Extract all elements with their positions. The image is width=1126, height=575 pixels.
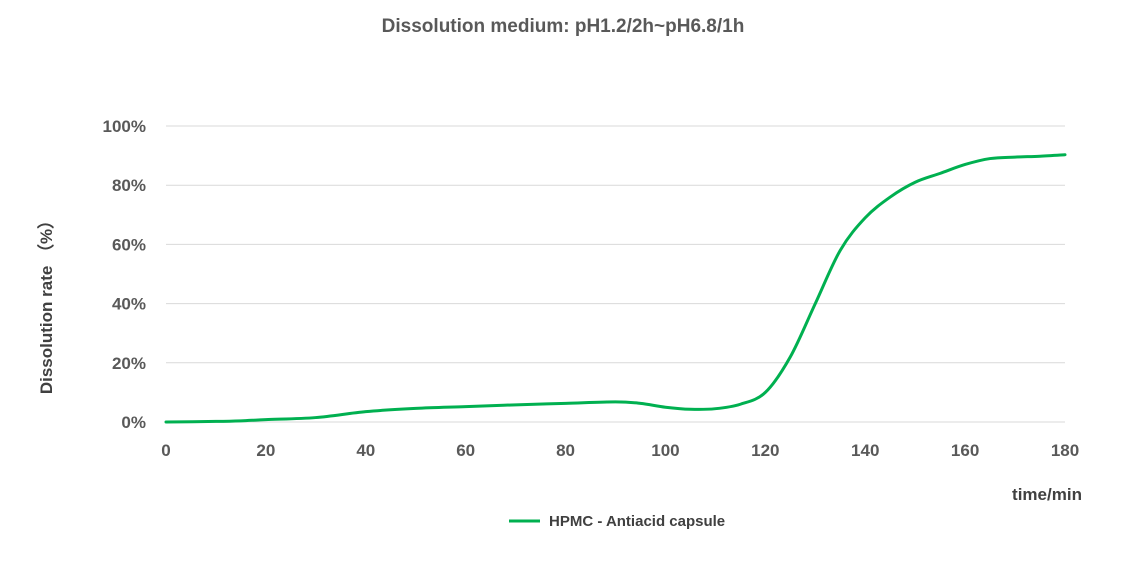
legend: HPMC - Antiacid capsule bbox=[509, 513, 725, 530]
y-tick-label: 100% bbox=[103, 117, 146, 136]
x-tick-label: 0 bbox=[161, 441, 170, 460]
x-tick-label: 100 bbox=[651, 441, 679, 460]
chart-title: Dissolution medium: pH1.2/2h~pH6.8/1h bbox=[382, 16, 745, 37]
y-tick-label: 20% bbox=[112, 354, 146, 373]
x-axis-label: time/min bbox=[1012, 485, 1082, 504]
x-tick-label: 60 bbox=[456, 441, 475, 460]
y-axis-label: Dissolution rate （%） bbox=[36, 212, 56, 394]
x-tick-label: 180 bbox=[1051, 441, 1079, 460]
x-tick-label: 120 bbox=[751, 441, 779, 460]
x-tick-label: 20 bbox=[256, 441, 275, 460]
series-line bbox=[164, 153, 1067, 424]
y-tick-label: 60% bbox=[112, 235, 146, 254]
x-tick-label: 40 bbox=[356, 441, 375, 460]
y-tick-label: 40% bbox=[112, 295, 146, 314]
x-tick-label: 140 bbox=[851, 441, 879, 460]
y-tick-label: 80% bbox=[112, 176, 146, 195]
y-axis-ticks: 0% 20% 40% 60% 80% 100% bbox=[103, 117, 146, 432]
y-tick-label: 0% bbox=[121, 413, 146, 432]
series-layer bbox=[164, 153, 1067, 424]
gridlines bbox=[166, 125, 1065, 423]
legend-label: HPMC - Antiacid capsule bbox=[549, 513, 725, 530]
x-tick-label: 80 bbox=[556, 441, 575, 460]
x-axis-ticks: 0 20 40 60 80 100 120 140 160 180 bbox=[161, 441, 1079, 460]
x-tick-label: 160 bbox=[951, 441, 979, 460]
